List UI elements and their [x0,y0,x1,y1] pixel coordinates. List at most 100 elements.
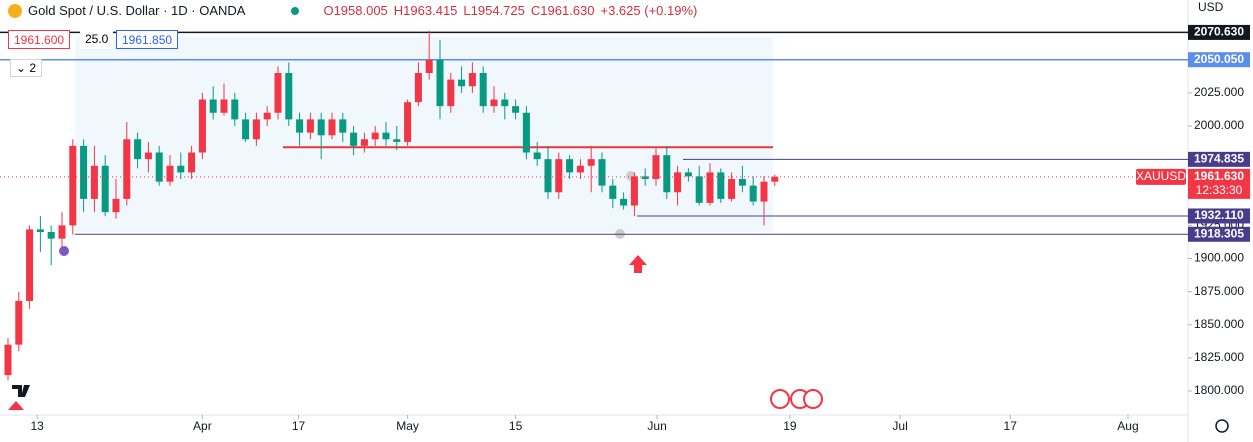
candle-body [339,119,347,133]
candle-body [706,172,714,203]
x-tick-label: Aug [1117,419,1138,433]
candle-body [490,99,498,107]
header: Gold Spot / U.S. Dollar · 1D · OANDA O19… [8,3,697,18]
symbol-icon [8,3,22,18]
candle-body [144,152,152,160]
candle-body [522,112,530,153]
y-tick-label: 1900.000 [1194,251,1244,265]
candle-body [36,229,44,233]
candle-body [771,176,779,182]
status-dot [291,6,300,15]
level-label: 2050.050 [1194,52,1244,66]
candle-body [285,73,293,120]
candle-body [425,59,433,74]
symbol-tag [1136,168,1186,185]
y-tick-label: 1850.000 [1194,317,1244,331]
candle-body [652,155,660,180]
candle-body [15,300,23,345]
candle-body [695,176,703,203]
high: H1963.415 [393,3,458,18]
candle-body [296,119,304,133]
open: O1958.005 [323,3,388,18]
countdown: 12:33:30 [1196,183,1243,197]
x-tick-label: 17 [292,419,306,433]
spread: 25.0 [80,30,114,49]
candle-body [69,145,77,226]
candle-body [620,198,628,206]
candle-body [360,139,368,146]
x-tick-label: 17 [1004,419,1018,433]
sell-button[interactable]: 1961.600 [8,30,71,49]
range-box [75,37,773,232]
candle-body [576,165,584,173]
flag-icon[interactable] [803,389,823,409]
candle-body [155,152,163,182]
level-label: 2070.630 [1194,25,1244,39]
candle-body [404,102,412,142]
buy-button[interactable]: 1961.850 [116,30,179,49]
candle-body [274,73,282,113]
candle-body [242,119,250,140]
level-tag [1188,24,1250,40]
x-tick-label: 15 [509,419,523,433]
candle-body [533,152,541,160]
candle-body [414,73,422,103]
indicator-toggle[interactable]: ⌄ 2 [10,59,43,77]
candle-body [630,176,638,206]
candle-body [80,145,88,199]
candle-body [252,119,260,140]
candle-body [209,99,217,113]
candle-body [717,172,725,199]
x-tick-label: 13 [30,419,44,433]
candle-body [749,185,757,202]
candle-body [674,172,682,193]
y-tick-label: 1875.000 [1194,284,1244,298]
level-label: 1918.305 [1194,226,1244,240]
y-tick-label: 2000.000 [1194,118,1244,132]
candle-body [123,139,131,199]
indicator-count: 2 [29,61,37,75]
arrow-icon [629,255,647,273]
level-tag [1188,52,1250,68]
candle-body [663,155,671,193]
candle-body [598,159,606,186]
y-tick-label: 1825.000 [1194,350,1244,364]
candle-body [458,79,466,87]
candle-body [328,119,336,136]
candle-body [512,106,520,113]
candle-body [47,232,55,239]
candle-body [90,165,98,199]
event-icon [59,246,69,256]
level-label: 1974.835 [1194,152,1244,166]
candle-body [188,152,196,173]
candle-body [468,73,476,87]
candle-body [447,79,455,107]
candle-body [587,159,595,166]
symbol-label: XAUUSD [1136,169,1186,183]
candle-body [684,172,692,177]
candle-body [198,99,206,153]
level-label: 1932.110 [1194,208,1244,222]
candle-body [220,99,228,113]
candle-body [738,179,746,186]
candle-body [134,139,142,160]
candle-body [4,344,12,376]
candle-body [393,139,401,142]
flag-icon[interactable] [770,389,790,409]
candle-body [382,132,390,140]
candle-body [231,99,239,120]
candle-body [58,225,66,239]
candle-body [501,99,509,107]
currency[interactable]: USD [1198,0,1224,14]
candle-body [544,159,552,193]
candle-body [306,119,314,133]
price-tag [1188,168,1250,199]
settings-icon[interactable] [1215,419,1229,433]
candle-body [317,119,325,136]
marker-icon [8,401,24,410]
candle-body [101,165,109,213]
candle-body [112,198,120,213]
symbol-title[interactable]: Gold Spot / U.S. Dollar · 1D · OANDA [28,3,246,18]
